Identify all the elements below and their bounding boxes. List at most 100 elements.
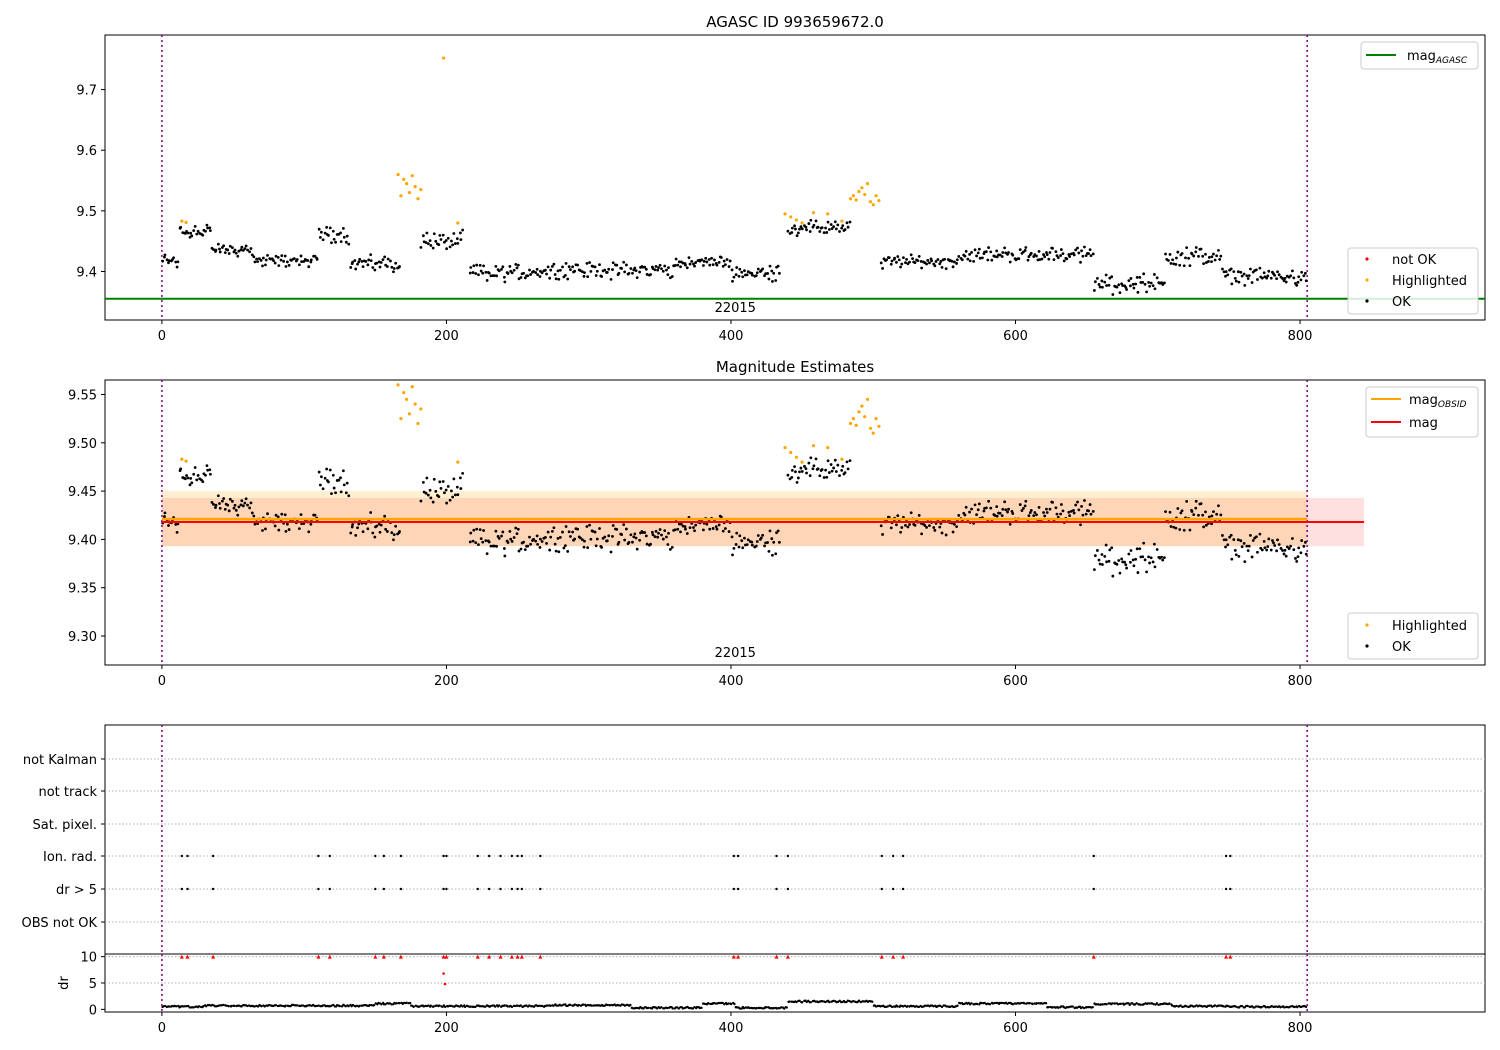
ok-point [468,271,472,275]
ok-point [445,501,449,505]
ok-point [487,271,491,275]
ok-point [1234,279,1238,283]
highlighted-point [851,194,855,198]
dr-point [1213,1004,1217,1007]
obsid-label: 22015 [715,646,756,661]
ok-point [549,535,553,539]
ok-point [702,259,706,263]
ok-point [838,474,841,478]
ok-point [976,251,980,255]
ok-point [693,264,696,268]
ok-point [1089,512,1093,516]
dr-point [519,1004,522,1007]
ok-point [500,267,503,271]
dr-clipped-marker [774,954,779,959]
ok-point [896,255,900,258]
ok-point [950,259,954,263]
ok-point [1219,254,1223,258]
ok-point [243,501,247,505]
ok-point [1087,252,1091,255]
dr-point [993,1001,996,1005]
ok-point [841,224,845,228]
dr-point [970,1002,973,1005]
dr-point [183,1005,187,1008]
ok-point [1180,252,1184,255]
ok-point [243,247,247,251]
ok-point [563,544,567,548]
ok-point [774,279,778,282]
dr-point [932,1005,935,1008]
ok-point [723,263,727,267]
flag-point [211,887,215,891]
ok-point [756,534,760,537]
ok-point [940,266,944,269]
dr-point [755,1006,758,1010]
dr-point [230,1004,233,1008]
dr-point [390,1003,393,1006]
ok-point [654,529,658,533]
ok-point [557,277,561,281]
ok-point [955,262,959,265]
dr-point [1148,1002,1151,1005]
ok-point [750,543,754,547]
ok-point [711,263,715,267]
ok-point [1103,280,1107,284]
ok-point [438,480,442,484]
ok-point [595,537,599,541]
ok-point [538,275,542,278]
ok-point [1176,250,1180,254]
ok-point [1292,276,1296,280]
ok-point [273,261,277,265]
ok-point [1091,509,1095,513]
ok-point [580,538,584,542]
ok-point [497,537,501,540]
ok-point [434,489,438,493]
ok-point [951,265,955,269]
ok-point [1232,270,1236,273]
ok-point [754,544,758,548]
legend-agasc [1360,41,1479,70]
ok-point [708,263,712,267]
ok-point [487,540,491,544]
ok-point [944,267,948,271]
ok-point [259,259,263,262]
ok-point [356,262,359,266]
highlighted-point [826,446,830,450]
ok-point [620,267,623,270]
ok-point [1163,281,1166,285]
dr-point [976,1002,979,1006]
ok-point [444,239,448,242]
ok-point [1262,271,1266,275]
y-tick-label: 10 [80,951,97,966]
ok-point [439,487,443,490]
dr-point [489,1004,492,1008]
ok-point [472,264,476,268]
dr-point [1059,1005,1063,1008]
ok-point [1236,538,1240,542]
flag-point [736,887,740,891]
ok-point [848,459,852,463]
dr-clipped-marker [475,954,480,959]
flag-point [901,887,905,891]
highlighted-point [871,431,875,435]
ok-point [1240,274,1244,278]
ok-point [339,240,343,244]
ok-point [615,527,619,531]
ok-point [478,528,482,531]
ok-point [564,261,568,265]
highlighted-point [860,186,864,190]
ok-point [540,540,544,543]
ok-point [1299,278,1303,282]
ok-point [1291,537,1294,540]
ok-point [1097,283,1101,286]
ok-point [902,256,905,260]
flag-point [445,854,448,858]
ok-point [452,477,456,481]
ok-point [510,540,514,543]
ok-point [690,260,694,263]
ok-point [605,270,609,274]
dr-point [1283,1006,1286,1009]
ok-point [212,248,215,251]
ok-point [906,525,910,529]
